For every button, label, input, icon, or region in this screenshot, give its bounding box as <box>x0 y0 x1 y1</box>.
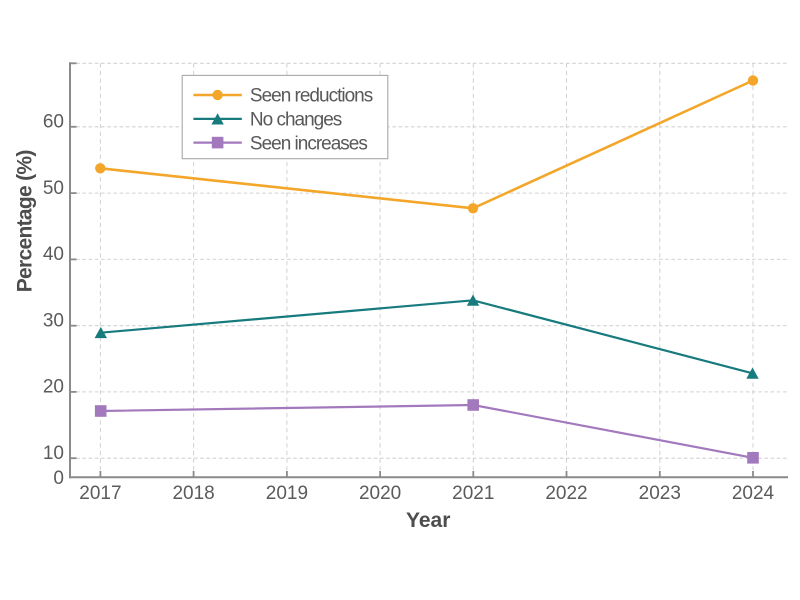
svg-text:20: 20 <box>43 377 64 398</box>
svg-text:50: 50 <box>43 178 64 199</box>
svg-text:2018: 2018 <box>172 483 214 504</box>
svg-text:2024: 2024 <box>732 483 775 504</box>
svg-text:2023: 2023 <box>639 483 681 504</box>
svg-text:2017: 2017 <box>79 483 121 504</box>
svg-text:60: 60 <box>43 112 64 133</box>
svg-text:0: 0 <box>53 468 64 489</box>
svg-text:2021: 2021 <box>452 483 494 504</box>
svg-text:30: 30 <box>43 310 64 331</box>
svg-text:Year: Year <box>406 509 450 532</box>
svg-text:10: 10 <box>43 443 64 464</box>
svg-text:2022: 2022 <box>545 483 587 504</box>
svg-text:Seen reductions: Seen reductions <box>250 86 373 107</box>
svg-text:2020: 2020 <box>359 483 401 504</box>
svg-text:No changes: No changes <box>250 110 342 131</box>
svg-text:40: 40 <box>43 244 64 265</box>
svg-text:Seen increases: Seen increases <box>250 133 367 154</box>
svg-text:2019: 2019 <box>266 483 308 504</box>
svg-text:Percentage (%): Percentage (%) <box>14 150 37 292</box>
